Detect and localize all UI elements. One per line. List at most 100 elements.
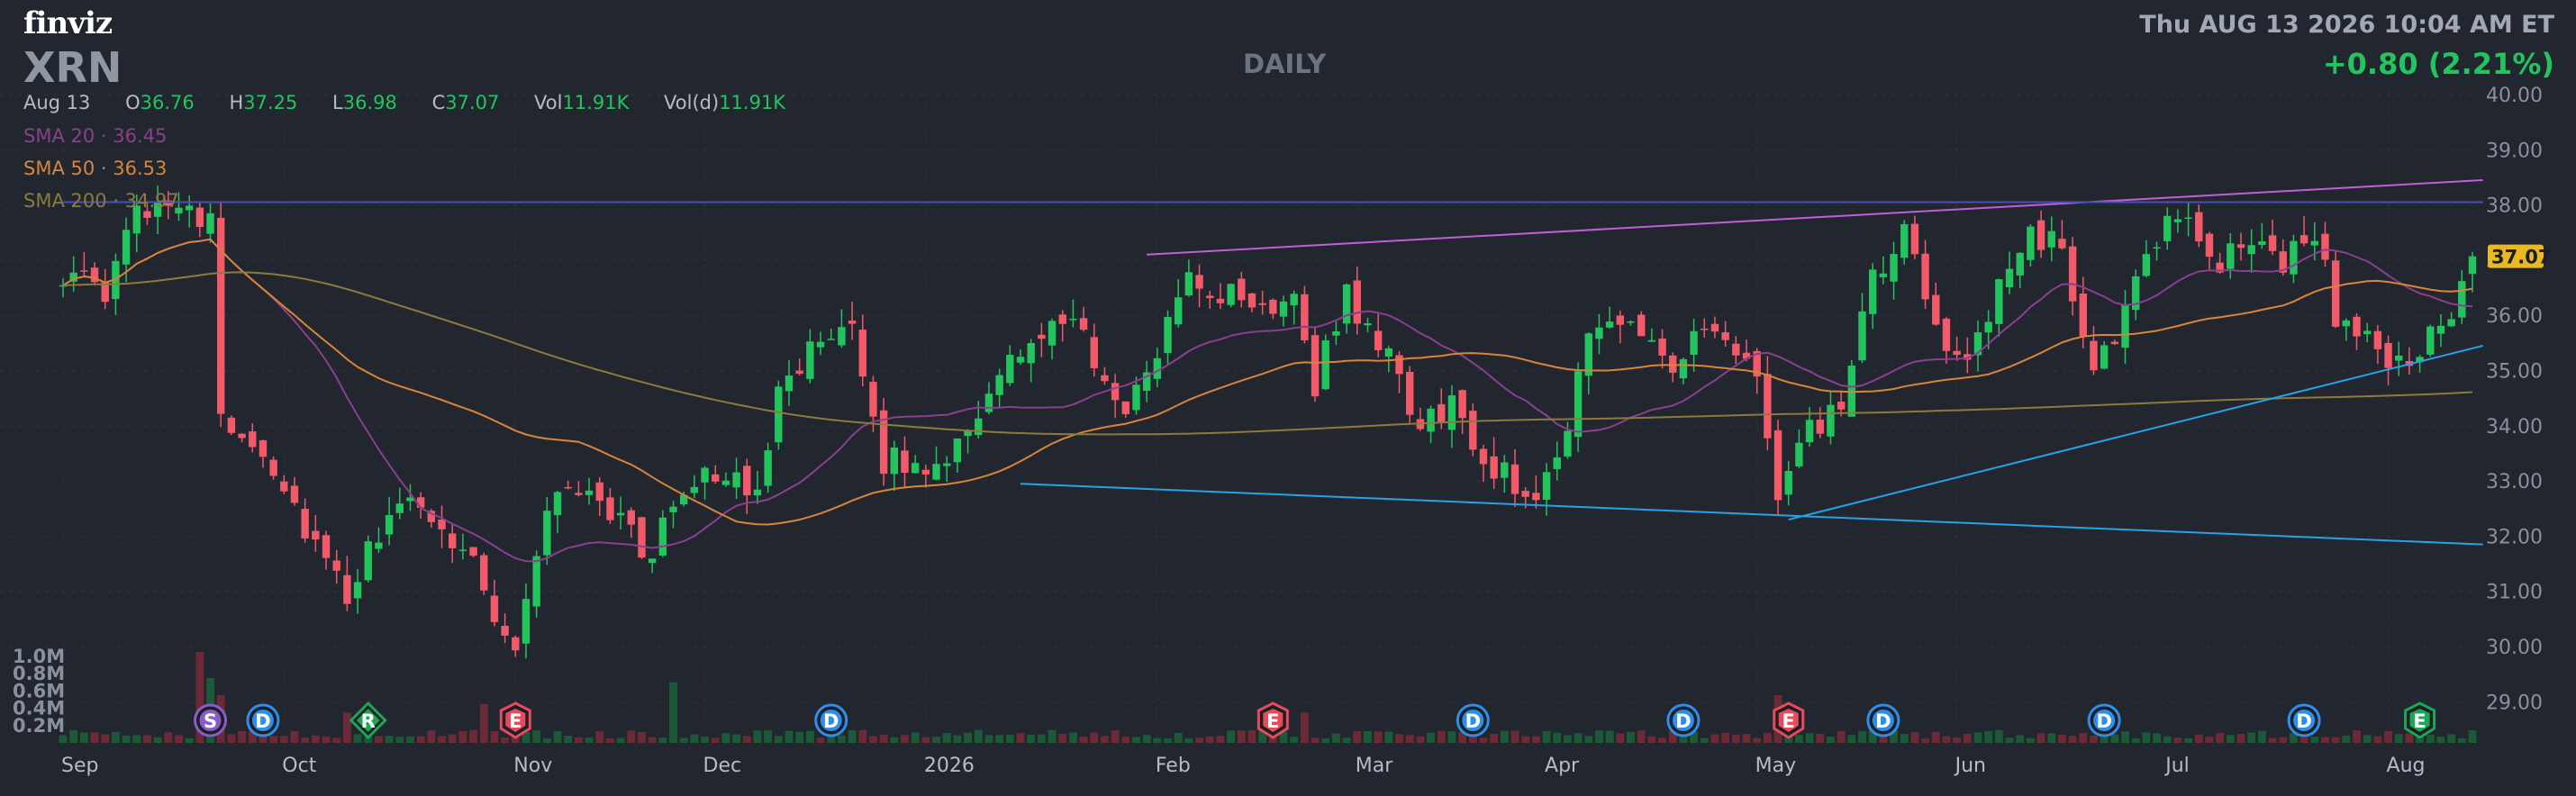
candle-body — [606, 497, 614, 520]
candle-body — [1006, 355, 1014, 384]
candle-body — [964, 430, 972, 437]
candle — [2047, 216, 2055, 262]
event-marker-fill — [1672, 710, 1694, 731]
volume-bar — [2047, 733, 2056, 743]
volume-bar — [195, 652, 204, 743]
candle — [806, 329, 814, 384]
candle-body — [2468, 256, 2477, 275]
candle-body — [364, 541, 372, 581]
candle-body — [816, 341, 825, 348]
candle-body — [1795, 442, 1803, 467]
candle-body — [1427, 408, 1435, 432]
candle — [775, 380, 783, 450]
candle-body — [2131, 276, 2140, 311]
volume-bar — [406, 736, 414, 743]
x-tick-label: Apr — [1545, 755, 1580, 777]
candle — [648, 558, 657, 574]
volume-bar — [627, 730, 636, 743]
candle-body — [1058, 314, 1066, 324]
candle-body — [1395, 355, 1403, 375]
candle-body — [1773, 430, 1782, 501]
volume-value: 11.91K — [562, 92, 630, 113]
candle — [890, 440, 899, 492]
candle — [1595, 313, 1603, 355]
volume-bar — [1068, 732, 1077, 743]
candle-body — [1153, 357, 1162, 379]
drawn-trendlines[interactable] — [63, 179, 2483, 546]
candle-body — [1647, 339, 1656, 342]
sma200-legend[interactable]: SMA 200 · 34.97 — [23, 190, 179, 212]
candle — [1501, 455, 1509, 493]
volume-bar — [2068, 736, 2077, 743]
sma20-label: SMA 20 — [23, 125, 95, 147]
candle — [1364, 317, 1372, 333]
candle-body — [785, 375, 794, 392]
price-tick-label: 32.00 — [2486, 526, 2543, 548]
candle-body — [1227, 284, 1235, 305]
candle — [2027, 223, 2035, 267]
candle — [1647, 328, 1656, 342]
volume-bar — [2299, 732, 2308, 743]
candle-body — [1627, 321, 1635, 323]
ohlc-date: Aug 13 — [23, 92, 91, 113]
volume-bar — [1531, 736, 1540, 743]
candle-body — [575, 493, 583, 495]
candle — [2395, 341, 2403, 376]
candle — [59, 278, 68, 298]
candle — [1701, 318, 1709, 338]
volume-bar — [1710, 734, 1719, 743]
volume-bar — [1227, 730, 1236, 743]
candle-body — [2321, 233, 2329, 260]
candle — [1247, 293, 1256, 313]
sma50-sep: · — [100, 158, 107, 179]
candle — [1784, 461, 1792, 506]
candle — [975, 401, 983, 439]
sma20-legend[interactable]: SMA 20 · 36.45 — [23, 125, 167, 147]
volume-bar — [1900, 734, 1909, 743]
volume-bar — [2131, 737, 2140, 743]
volume-bar — [1279, 731, 1288, 743]
candle — [879, 397, 888, 486]
finviz-logo[interactable]: finviz — [23, 5, 113, 41]
volume-bar — [848, 730, 857, 743]
candle-body — [2416, 357, 2424, 363]
candle-body — [1742, 352, 1751, 359]
candle-body — [1016, 357, 1025, 363]
candle-body — [2384, 342, 2392, 368]
sma50-legend[interactable]: SMA 50 · 36.53 — [23, 158, 167, 179]
price-tick-label: 29.00 — [2486, 692, 2543, 714]
candle — [2373, 325, 2382, 365]
event-marker-r: R — [349, 701, 387, 740]
volume-bar — [2321, 737, 2329, 743]
candle — [1964, 337, 1972, 374]
candle-body — [1142, 372, 1151, 391]
volume-bar — [2373, 736, 2382, 743]
candle — [1132, 376, 1140, 415]
candle-body — [143, 211, 151, 219]
candle — [238, 432, 246, 443]
last-price-tag — [2488, 244, 2544, 268]
low-value: 36.98 — [342, 92, 397, 113]
volume-bar — [501, 737, 510, 743]
candle — [385, 497, 394, 546]
volume-bar — [1384, 731, 1393, 743]
candle-body — [2195, 212, 2203, 242]
candle-body — [59, 285, 68, 287]
candle — [1458, 389, 1466, 435]
volume-bar — [658, 737, 667, 743]
candle — [553, 490, 562, 534]
candle — [1721, 321, 1729, 348]
candle-body — [1195, 275, 1203, 289]
volume-bar — [669, 682, 677, 743]
candle-body — [164, 200, 173, 206]
candle-body — [1206, 295, 1214, 299]
candle-body — [1290, 294, 1298, 306]
candle-body — [690, 486, 699, 493]
volume-bar — [311, 735, 320, 743]
candle-body — [1405, 372, 1414, 415]
volume-bar — [1205, 736, 1214, 743]
timeframe-label[interactable]: DAILY — [1243, 49, 1327, 79]
candle — [1658, 329, 1666, 369]
